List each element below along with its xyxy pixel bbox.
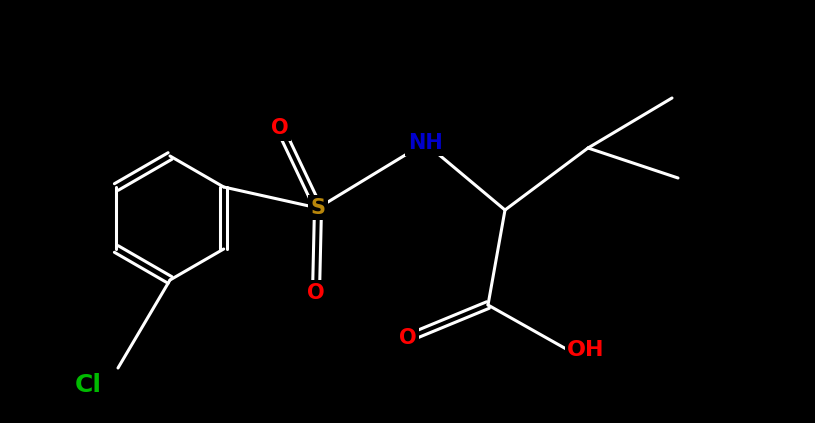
Text: NH: NH	[408, 133, 443, 153]
Text: O: O	[307, 283, 325, 303]
Text: Cl: Cl	[74, 373, 102, 397]
Text: OH: OH	[567, 340, 605, 360]
Text: S: S	[311, 198, 325, 218]
Text: O: O	[271, 118, 289, 138]
Text: O: O	[399, 328, 416, 348]
